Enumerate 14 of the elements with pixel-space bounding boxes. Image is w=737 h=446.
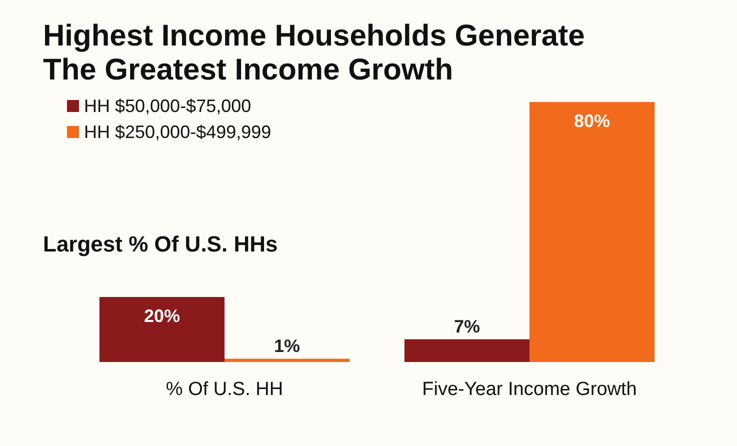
chart-title: Highest Income Households Generate The Greatest Income Growth bbox=[43, 20, 585, 86]
data-label: 80% bbox=[574, 111, 610, 131]
data-label: 1% bbox=[274, 336, 300, 356]
legend-label: HH $250,000-$499,999 bbox=[84, 122, 272, 142]
bar bbox=[404, 339, 530, 362]
legend-label: HH $50,000-$75,000 bbox=[84, 96, 252, 116]
data-label: 7% bbox=[454, 316, 480, 336]
bar bbox=[99, 297, 224, 362]
x-tick-label: % Of U.S. HH bbox=[166, 379, 284, 400]
x-tick-label: Five-Year Income Growth bbox=[422, 379, 637, 400]
bar bbox=[224, 358, 350, 362]
data-label: 20% bbox=[144, 306, 180, 326]
text: Largest % Of U.S. HHs bbox=[43, 232, 278, 256]
bar bbox=[530, 102, 655, 362]
